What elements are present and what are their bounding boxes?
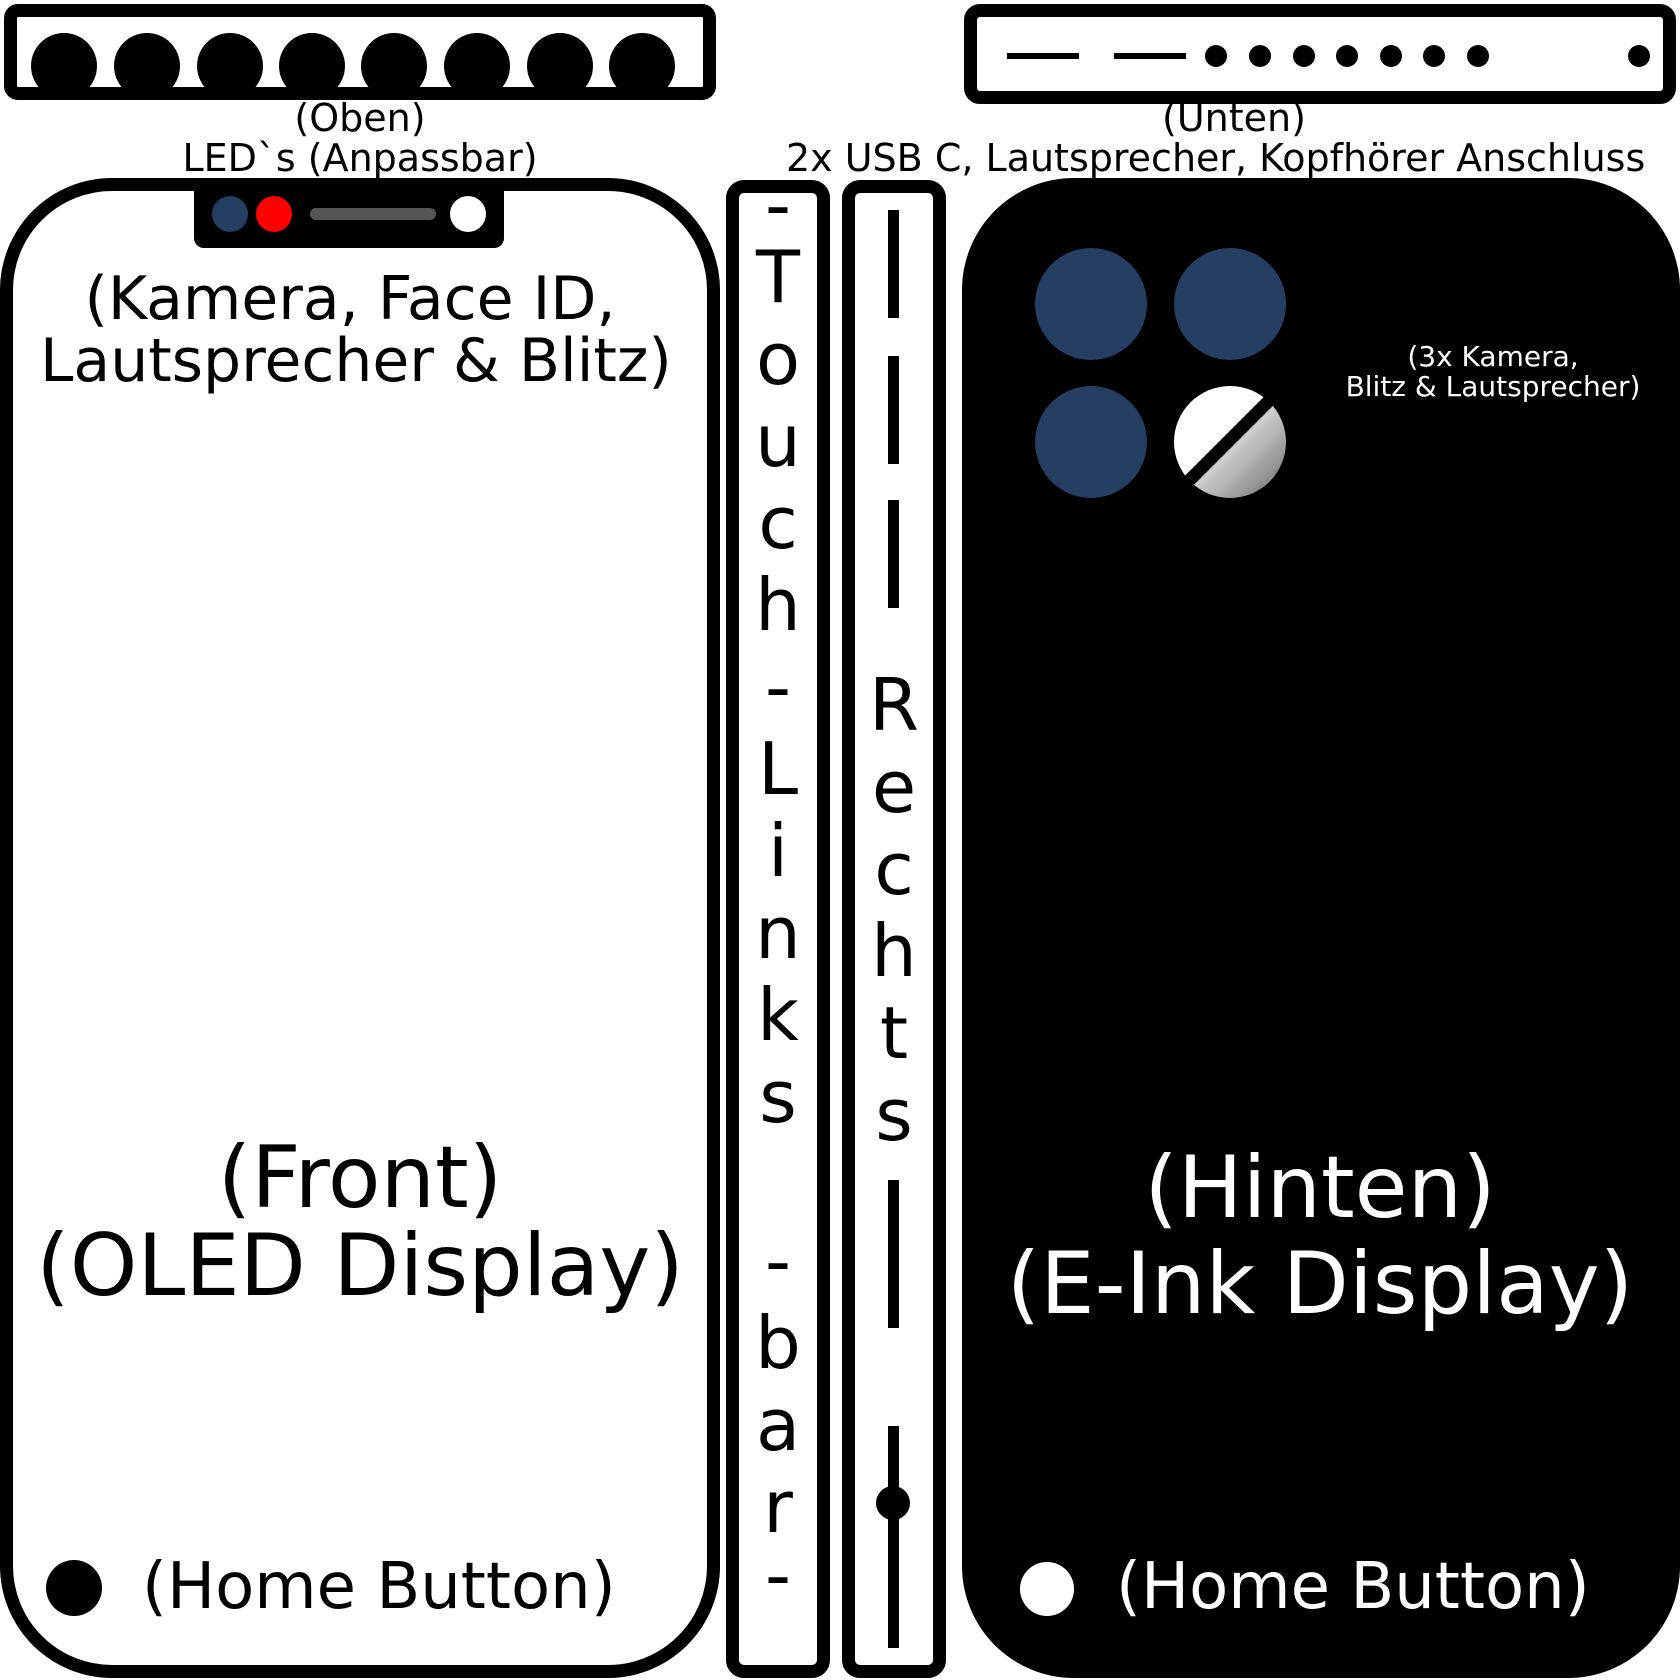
led-strip <box>4 4 716 100</box>
earpiece-speaker <box>310 208 436 220</box>
left-bar-char: s <box>759 1055 797 1139</box>
side-button-3[interactable] <box>888 500 899 608</box>
left-bar-char: n <box>755 891 801 975</box>
led-6 <box>444 33 510 99</box>
left-bar-char: c <box>758 481 798 565</box>
led-4 <box>279 33 345 99</box>
rear-camera-2-icon <box>1174 248 1286 360</box>
touch-bar-left-label: - T o u c h - L i n k s - b a r - <box>739 168 817 1678</box>
front-title: (Front) <box>217 1128 503 1228</box>
led-5 <box>361 33 427 99</box>
left-bar-char: h <box>755 563 801 647</box>
speaker-hole <box>1205 45 1227 67</box>
speaker-hole <box>1293 45 1315 67</box>
left-bar-char: a <box>755 1383 801 1467</box>
led-3 <box>197 33 263 99</box>
left-bar-char: - <box>765 1533 791 1617</box>
rear-camera-1-icon <box>1035 248 1147 360</box>
front-display-label: (OLED Display) <box>36 1216 684 1316</box>
rear-camera-3-icon <box>1035 386 1147 498</box>
front-phone <box>0 178 720 1678</box>
front-camera-icon <box>212 196 248 232</box>
left-bar-char: - <box>765 645 791 729</box>
led-7 <box>527 33 593 99</box>
usb-c-port-2 <box>1114 53 1186 59</box>
left-bar-char: T <box>756 235 800 319</box>
camera-note: (3x Kamera, Blitz & Lautsprecher) <box>1320 342 1666 402</box>
front-home-label: (Home Button) <box>142 1550 616 1624</box>
bottom-edge-subtitle: 2x USB C, Lautsprecher, Kopfhörer Anschl… <box>786 136 1646 180</box>
usb-c-port-1 <box>1007 53 1079 59</box>
face-id-sensor-icon <box>256 196 292 232</box>
speaker-hole <box>1380 45 1402 67</box>
left-bar-char: u <box>755 399 801 483</box>
right-bar-char: h <box>871 909 917 993</box>
bottom-edge-title: (Unten) <box>1162 96 1306 140</box>
right-bar-char: R <box>868 663 920 747</box>
volume-slider-handle[interactable] <box>876 1486 910 1520</box>
notch-caption-line2: Lautsprecher & Blitz) <box>40 326 672 396</box>
rear-flash-icon <box>1174 386 1286 498</box>
notch-caption-line1: (Kamera, Face ID, <box>84 264 616 334</box>
back-home-label: (Home Button) <box>1116 1550 1590 1624</box>
side-button-4[interactable] <box>888 1180 899 1328</box>
side-button-2[interactable] <box>888 356 899 464</box>
top-edge-title: (Oben) <box>294 96 426 140</box>
left-bar-char: - <box>765 1219 791 1303</box>
speaker-hole <box>1249 45 1271 67</box>
headphone-jack <box>1628 45 1650 67</box>
front-notch <box>194 178 504 248</box>
back-home-button[interactable] <box>1020 1562 1074 1616</box>
front-home-button[interactable] <box>46 1560 102 1616</box>
right-bar-char: t <box>879 991 909 1075</box>
led-2 <box>114 33 180 99</box>
volume-slider-track[interactable] <box>888 1426 899 1648</box>
left-bar-char: o <box>755 317 801 401</box>
front-flash-icon <box>450 196 486 232</box>
left-bar-char: i <box>767 809 788 893</box>
left-bar-char: b <box>755 1301 801 1385</box>
side-bar-right-content: R e c h t s <box>842 180 946 1678</box>
right-bar-char: e <box>871 745 917 829</box>
camera-note-line1: (3x Kamera, <box>1407 340 1579 373</box>
camera-note-line2: Blitz & Lautsprecher) <box>1345 370 1641 403</box>
back-display-label: (E-Ink Display) <box>1006 1234 1634 1334</box>
speaker-hole <box>1423 45 1445 67</box>
led-1 <box>31 33 97 99</box>
left-bar-char: k <box>757 973 799 1057</box>
speaker-hole <box>1336 45 1358 67</box>
touch-bar-left[interactable] <box>726 180 830 1678</box>
right-bar-char: s <box>875 1073 913 1157</box>
left-bar-char: - <box>765 163 791 247</box>
right-bar-char: c <box>874 827 914 911</box>
led-8 <box>609 33 675 99</box>
speaker-hole <box>1467 45 1489 67</box>
side-button-1[interactable] <box>888 210 899 318</box>
back-title: (Hinten) <box>1144 1138 1496 1238</box>
bottom-edge-strip <box>964 4 1676 104</box>
left-bar-char: L <box>757 727 799 811</box>
left-bar-char: r <box>763 1465 793 1549</box>
top-edge-subtitle: LED`s (Anpassbar) <box>182 136 538 180</box>
